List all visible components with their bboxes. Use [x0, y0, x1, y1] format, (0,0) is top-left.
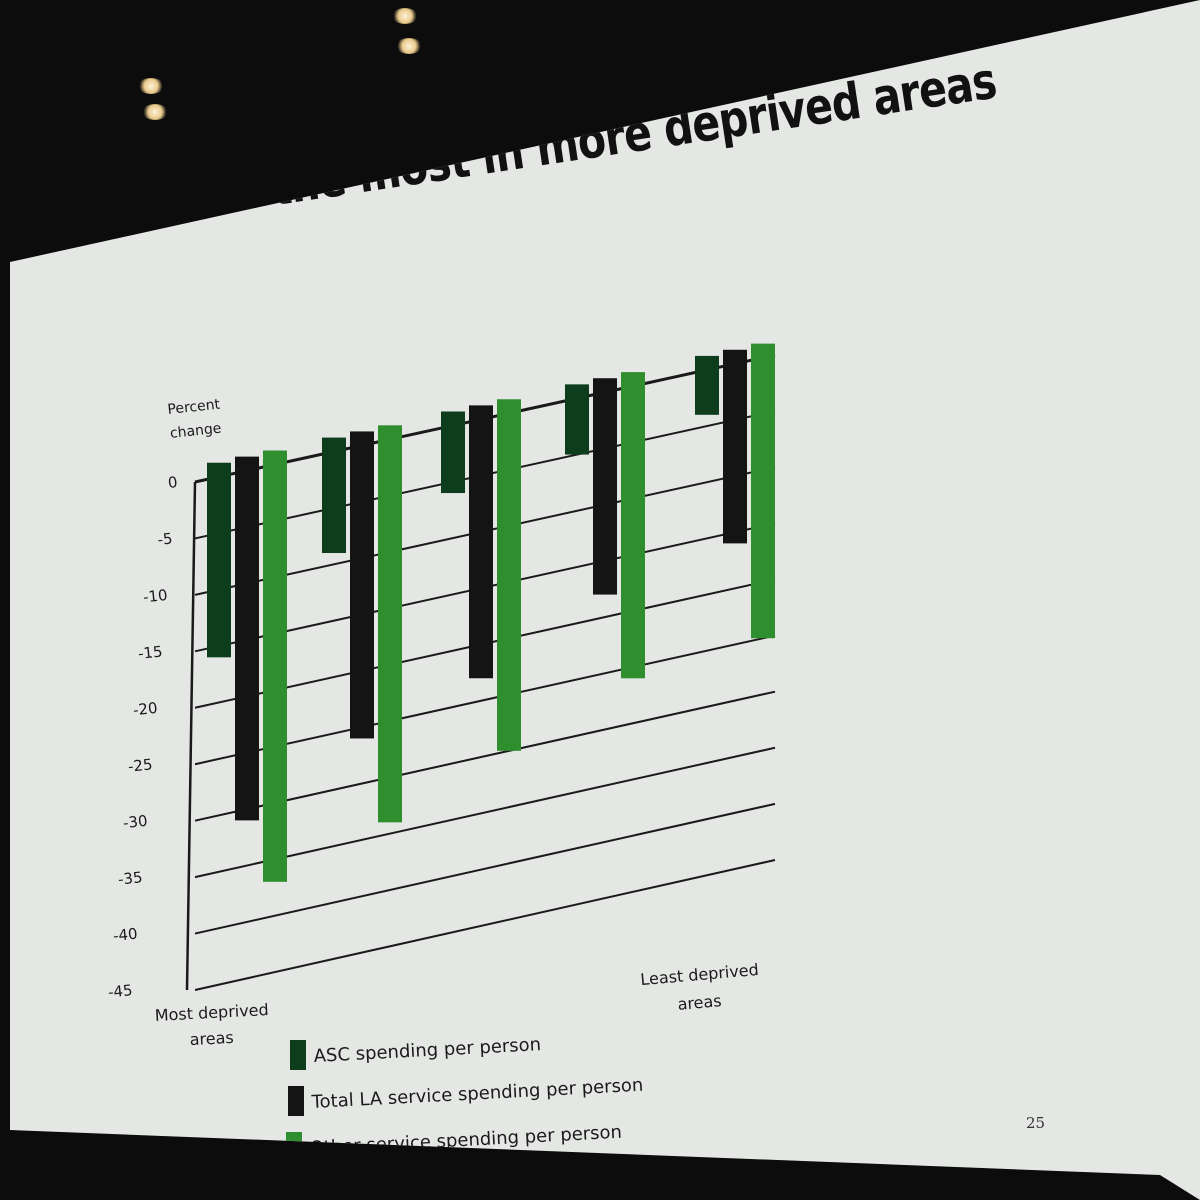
bar — [497, 399, 521, 751]
legend-swatch — [290, 1040, 306, 1070]
bar — [593, 378, 617, 595]
y-axis-title: Percentchange — [167, 397, 224, 442]
bar — [207, 462, 231, 658]
bar — [235, 456, 259, 821]
bar — [322, 437, 346, 554]
y-tick-label: -40 — [112, 925, 138, 945]
y-tick-label: -20 — [132, 699, 158, 719]
y-axis-line — [185, 481, 197, 991]
y-tick-label: -30 — [122, 812, 148, 832]
bar — [469, 405, 493, 679]
legend-swatch — [286, 1132, 302, 1162]
y-tick-label: -25 — [127, 755, 153, 775]
ceiling-light — [396, 38, 422, 54]
y-tick-label: -45 — [107, 981, 133, 1001]
ceiling-light — [392, 8, 418, 24]
gridline — [194, 859, 776, 991]
bar — [350, 431, 374, 739]
legend-label: ASC spending per person — [313, 1034, 541, 1067]
category-label-first-line1: Most deprived — [154, 1000, 269, 1025]
category-label-first-line2: areas — [189, 1028, 234, 1049]
category-label-last-line1: Least deprived — [640, 960, 760, 989]
bar — [751, 343, 775, 639]
gridline — [194, 690, 776, 822]
ceiling-light — [138, 78, 164, 94]
bars — [207, 343, 775, 882]
bar — [441, 411, 465, 494]
bar — [565, 384, 589, 455]
ceiling-light — [142, 104, 168, 120]
bar — [378, 425, 402, 823]
bar — [723, 349, 747, 544]
bar — [695, 355, 719, 415]
slide-number: 25 — [1026, 1114, 1046, 1132]
legend-label: Other service spending per person — [309, 1122, 622, 1159]
gridline — [194, 634, 776, 766]
bar — [263, 450, 287, 882]
y-tick-label: -10 — [142, 586, 168, 606]
bar — [621, 372, 645, 679]
legend-swatch — [288, 1086, 304, 1116]
axes: 0 -5 -10 -15 -20 -25 -30 -35 -40 -45 — [107, 473, 197, 1002]
category-label-last-line2: areas — [677, 991, 723, 1014]
y-tick-label: -35 — [117, 868, 143, 888]
gridline — [194, 802, 776, 935]
y-tick-label: -5 — [157, 530, 174, 549]
y-tick-label: -15 — [137, 642, 163, 662]
legend: ASC spending per person Total LA service … — [286, 1034, 644, 1162]
legend-label: Total LA service spending per person — [310, 1075, 644, 1113]
y-tick-label: 0 — [167, 473, 178, 492]
gridline — [194, 746, 776, 879]
